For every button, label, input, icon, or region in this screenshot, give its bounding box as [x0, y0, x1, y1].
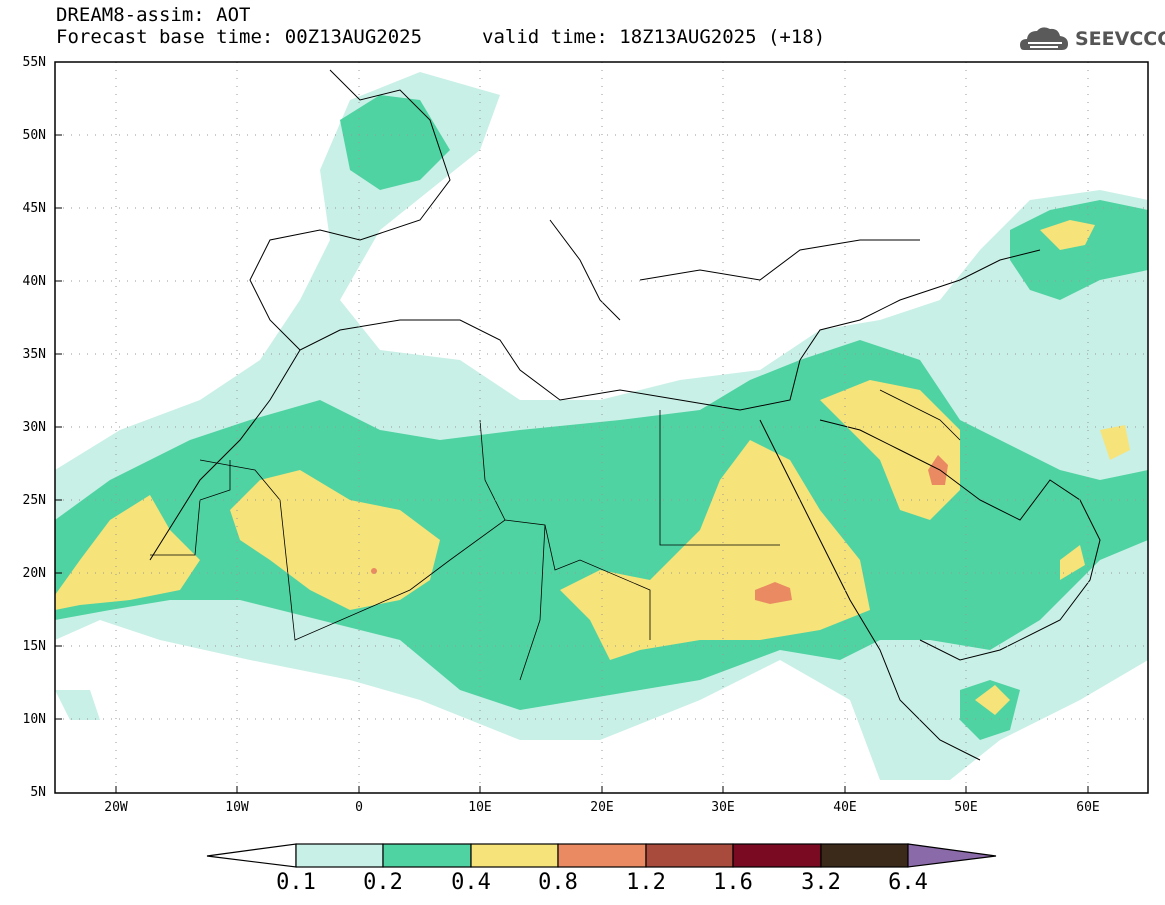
coastlines: [149, 69, 1101, 761]
colorbar-swatch-4: [557, 843, 647, 868]
colorbar-swatch-6: [732, 843, 822, 868]
lat-label: 10N: [22, 712, 46, 727]
valid-time: valid time: 18Z13AUG2025 (+18): [482, 26, 826, 48]
colorbar-swatch-7: [820, 843, 909, 868]
axis-ticks: [55, 61, 1089, 793]
lat-label: 20N: [22, 566, 46, 581]
lon-label: 20W: [104, 800, 128, 815]
cloud-icon: [1020, 27, 1068, 50]
aot-contour-0.8: [371, 455, 948, 604]
lon-label: 60E: [1076, 800, 1100, 815]
colorbar-swatch-2: [382, 843, 472, 868]
lat-label: 15N: [22, 639, 46, 654]
lon-label: 40E: [833, 800, 857, 815]
colorbar-label: 0.8: [538, 870, 578, 895]
lat-label: 35N: [22, 347, 46, 362]
lat-label: 5N: [30, 785, 46, 800]
aot-contour-0.4: [55, 220, 1130, 715]
colorbar-low-arrow: [206, 843, 297, 868]
colorbar-label: 1.2: [626, 870, 666, 895]
colorbar-swatch-3: [470, 843, 559, 868]
colorbar: [206, 843, 997, 868]
lat-label: 40N: [22, 274, 46, 289]
colorbar-label: 0.4: [451, 870, 491, 895]
colorbar-label: 6.4: [888, 870, 928, 895]
lon-label: 0: [355, 800, 363, 815]
lon-label: 50E: [954, 800, 978, 815]
lat-label: 45N: [22, 201, 46, 216]
forecast-base-time: Forecast base time: 00Z13AUG2025: [56, 26, 423, 48]
colorbar-high-arrow: [907, 843, 997, 868]
lon-label: 10W: [225, 800, 249, 815]
lat-label: 25N: [22, 493, 46, 508]
colorbar-label: 0.2: [363, 870, 403, 895]
lon-label: 10E: [468, 800, 492, 815]
colorbar-label: 0.1: [276, 870, 316, 895]
colorbar-label: 1.6: [713, 870, 753, 895]
colorbar-swatch-1: [295, 843, 384, 868]
colorbar-swatch-5: [645, 843, 734, 868]
lon-label: 30E: [711, 800, 735, 815]
colorbar-label: 3.2: [801, 870, 841, 895]
lat-label: 55N: [22, 55, 46, 70]
logo-text: SEEVCCC: [1075, 28, 1165, 50]
lat-label: 30N: [22, 420, 46, 435]
lon-label: 20E: [590, 800, 614, 815]
lat-label: 50N: [22, 128, 46, 143]
map-title: DREAM8-assim: AOT: [56, 4, 251, 26]
